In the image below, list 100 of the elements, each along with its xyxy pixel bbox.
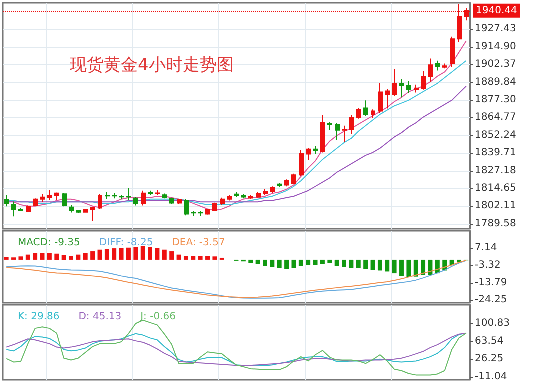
candlestick (148, 190, 153, 196)
candlestick (212, 202, 217, 212)
candlestick (169, 197, 174, 205)
candlestick (4, 194, 9, 208)
candlestick (414, 84, 419, 94)
y-tick-label: 1864.77 (475, 112, 516, 124)
candlestick (184, 198, 189, 216)
candlestick (421, 71, 426, 90)
bar (83, 253, 88, 260)
candlestick (442, 63, 447, 70)
bar (126, 248, 131, 260)
candlestick (378, 82, 383, 114)
bar (284, 260, 290, 270)
y-tick-label: -24.25 (475, 294, 508, 306)
candlestick (270, 186, 275, 194)
y-tick-label: 7.14 (475, 242, 498, 254)
line-series (6, 86, 467, 203)
candlestick (177, 198, 182, 204)
y-tick-label: 1914.90 (475, 41, 516, 52)
candlestick (26, 205, 31, 213)
bar (248, 260, 254, 264)
bar (400, 260, 404, 276)
bar (140, 246, 146, 260)
y-tick-label: 26.25 (475, 354, 504, 365)
candlestick (18, 208, 23, 212)
candlestick (263, 188, 268, 196)
text: DEA: -3.57 (172, 238, 226, 248)
candlestick (198, 210, 203, 217)
bar (292, 260, 296, 268)
candlestick (162, 193, 167, 200)
candlestick (435, 60, 440, 72)
candlestick (155, 190, 160, 196)
candlestick (76, 210, 81, 214)
candlestick (126, 188, 131, 201)
candlestick (47, 190, 52, 201)
bar (328, 260, 332, 264)
candlestick (83, 208, 88, 214)
bar (18, 256, 24, 260)
bar (313, 260, 318, 266)
bar (306, 260, 311, 266)
candlestick (256, 192, 261, 198)
bar (148, 247, 153, 260)
candlestick (62, 192, 67, 208)
bar (40, 253, 45, 260)
candlestick (385, 88, 390, 110)
candlestick (227, 194, 232, 202)
bar (155, 248, 160, 260)
y-tick-label: 1814.65 (475, 183, 516, 194)
bar (198, 256, 203, 260)
bar (320, 260, 325, 264)
bar (349, 260, 354, 268)
bar (212, 256, 218, 260)
bar (134, 247, 138, 260)
bar (414, 260, 418, 277)
candlestick (356, 108, 361, 120)
text: 现货黄金4小时走势图 (70, 56, 234, 76)
bar (450, 260, 454, 266)
y-tick-label: -3.32 (475, 260, 501, 271)
bar (364, 260, 368, 270)
bar (33, 253, 38, 260)
bar (392, 260, 397, 274)
bar (334, 260, 340, 266)
bar (104, 249, 110, 260)
y-tick-label: 1839.71 (475, 148, 516, 159)
bar (76, 254, 81, 260)
candlestick (284, 179, 289, 188)
y-tick-label: -11.04 (475, 372, 508, 383)
candlestick (220, 197, 225, 206)
bar (298, 260, 304, 266)
bar (406, 260, 412, 278)
y-tick-label: 1827.18 (475, 165, 516, 176)
text: DIFF: -8.25 (99, 238, 154, 248)
candlestick (299, 150, 304, 177)
ref-line-label: 1940.44 (476, 5, 518, 16)
candlestick (320, 114, 325, 154)
series-label: K: 29.86 (18, 312, 60, 322)
candlestick (90, 206, 95, 222)
candlestick (205, 208, 210, 216)
candlestick (335, 122, 340, 141)
candlestick (399, 78, 404, 98)
y-tick-label: 1927.43 (475, 24, 516, 35)
candlestick (363, 100, 368, 116)
candlestick (234, 192, 239, 198)
bar (4, 257, 9, 260)
bar (184, 256, 188, 260)
y-tick-label: 1877.30 (475, 94, 516, 106)
y-tick-label: 1802.11 (475, 200, 516, 212)
bar (90, 252, 96, 260)
y-tick-label: 63.54 (475, 336, 504, 347)
bar (342, 260, 346, 268)
candlestick (40, 194, 45, 203)
y-tick-label: 100.83 (475, 318, 510, 329)
candlestick (327, 122, 332, 131)
candlestick (33, 198, 38, 207)
candlestick (69, 204, 74, 214)
y-tick-label: 1902.37 (475, 59, 516, 70)
y-tick-label: 1852.24 (475, 130, 516, 141)
bar (26, 254, 30, 260)
bar (170, 252, 174, 260)
candlestick (291, 173, 296, 186)
